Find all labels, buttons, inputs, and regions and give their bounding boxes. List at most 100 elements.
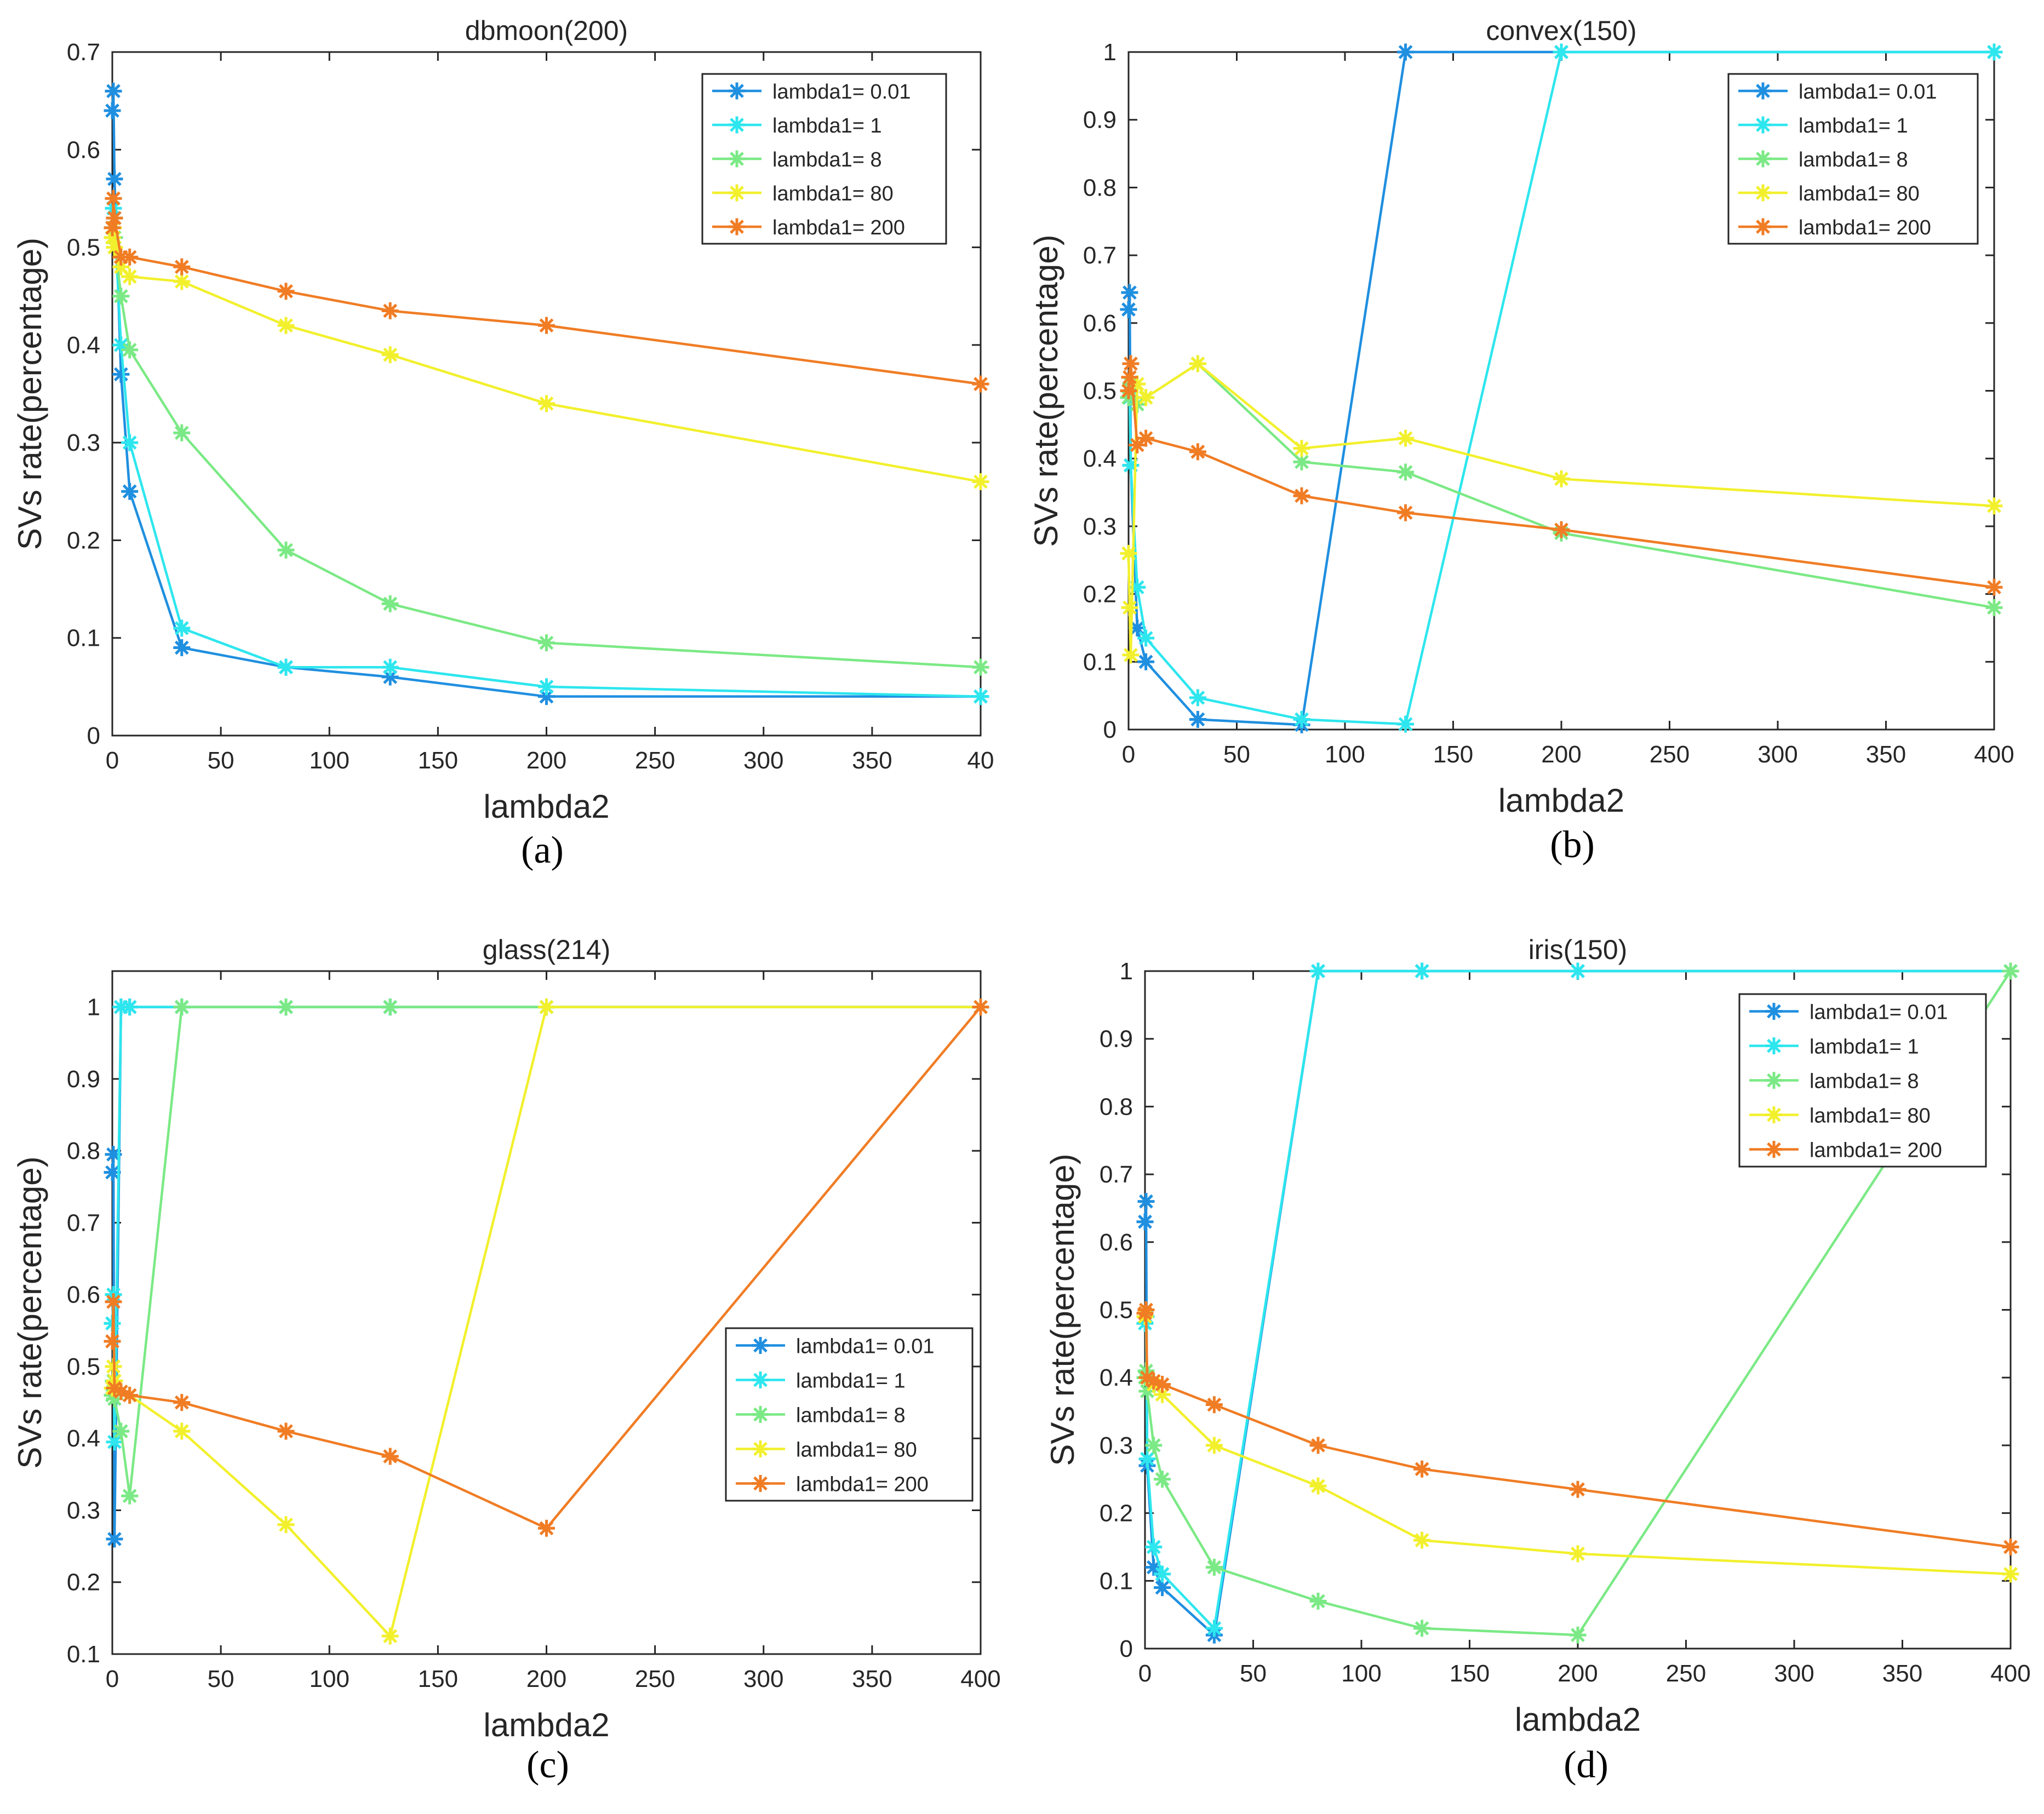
star-stroke [1415, 1533, 1429, 1547]
star-stroke [1295, 712, 1309, 727]
data-point [538, 678, 555, 696]
star-stroke [1139, 1194, 1153, 1209]
data-point [173, 258, 191, 275]
data-point [972, 688, 989, 705]
star-stroke [1155, 1472, 1170, 1486]
star-stroke [1295, 441, 1309, 456]
data-point [1553, 470, 1570, 487]
data-point [1413, 1531, 1431, 1549]
star-stroke [753, 1338, 768, 1353]
series-1 [104, 82, 989, 705]
star-stroke [1756, 152, 1770, 166]
data-point [1189, 710, 1206, 728]
star-stroke [279, 543, 293, 558]
star-stroke [1756, 220, 1770, 234]
x-tick-label: 100 [310, 747, 350, 774]
data-point [381, 998, 399, 1016]
star-stroke [1554, 523, 1568, 537]
legend-label: lambda1= 0.01 [1810, 1001, 1948, 1024]
x-tick-label: 0 [106, 1666, 119, 1692]
data-point [121, 1386, 139, 1404]
data-point [1121, 284, 1138, 301]
data-point [1569, 962, 1587, 980]
x-tick-label: 100 [1341, 1660, 1381, 1687]
data-point [173, 1394, 191, 1411]
star-stroke [279, 660, 293, 675]
y-axis-label: SVs rate(percentage) [1044, 1153, 1081, 1466]
legend: lambda1= 0.01 lambda1= 1 lambda1= 8 lambda1… [1738, 993, 1987, 1168]
star-stroke [107, 211, 122, 225]
star-stroke [1138, 431, 1153, 445]
legend-marker [1765, 1003, 1783, 1020]
star-stroke [1190, 712, 1205, 727]
star-stroke [1190, 444, 1205, 459]
data-point [1122, 355, 1140, 372]
data-point [1569, 1545, 1587, 1563]
legend-marker [1765, 1072, 1783, 1089]
data-point [104, 219, 121, 237]
data-point [538, 1519, 555, 1537]
legend-marker [752, 1475, 769, 1492]
data-point [121, 483, 139, 500]
star-stroke [1124, 648, 1138, 662]
star-stroke [1571, 964, 1585, 978]
y-tick-label: 0.6 [1083, 310, 1117, 337]
star-stroke [113, 1384, 128, 1399]
data-point [2002, 1538, 2019, 1555]
data-point [1145, 1437, 1163, 1454]
y-tick-label: 0.9 [1100, 1026, 1133, 1053]
y-tick-label: 1 [87, 994, 100, 1021]
chart-title: iris(150) [1528, 934, 1628, 965]
star-stroke [279, 318, 293, 333]
legend-label: lambda1= 200 [796, 1473, 929, 1496]
star-stroke [1121, 383, 1136, 398]
y-tick-label: 0.9 [1083, 107, 1117, 134]
data-point [104, 102, 121, 119]
star-stroke [1767, 1073, 1781, 1088]
x-tick-label: 350 [1866, 741, 1906, 768]
star-stroke [1554, 45, 1568, 59]
legend-label: lambda1= 0.01 [796, 1335, 934, 1358]
star-stroke [974, 377, 988, 392]
series-5 [1136, 1301, 2019, 1555]
star-stroke [174, 640, 189, 655]
data-point [2002, 962, 2019, 980]
x-tick-label: 200 [526, 747, 566, 774]
data-point [1121, 369, 1138, 386]
star-stroke [1130, 621, 1144, 635]
series-line [1143, 1308, 2011, 1548]
y-axis-label: SVs rate(percentage) [12, 238, 48, 550]
x-tick-label: 200 [1558, 1660, 1598, 1687]
data-point [277, 283, 295, 300]
y-tick-label: 0 [1120, 1635, 1133, 1662]
data-point [1293, 487, 1310, 504]
legend-marker [1754, 116, 1772, 134]
legend-marker [728, 82, 746, 100]
data-point [173, 639, 191, 657]
data-point [277, 1516, 295, 1534]
x-tick-label: 100 [1325, 741, 1365, 768]
star-stroke [1155, 1377, 1170, 1392]
data-point [1154, 1579, 1171, 1597]
chart-title: convex(150) [1486, 15, 1636, 46]
data-point [277, 317, 295, 334]
star-stroke [730, 118, 744, 132]
legend-marker [752, 1440, 769, 1457]
chart-panel-4: iris(150) 0 50 100 150 200 250 300 350 400 0 0.1 0.2… [1044, 934, 2031, 1786]
star-stroke [1207, 1560, 1222, 1575]
star-stroke [753, 1373, 768, 1387]
star-stroke [174, 1424, 189, 1438]
data-point [1985, 43, 2003, 61]
star-stroke [1311, 964, 1325, 978]
legend-item-2: lambda1= 1 [712, 114, 882, 137]
star-stroke [1398, 465, 1413, 479]
y-tick-label: 0.2 [1083, 581, 1117, 608]
data-point [173, 998, 191, 1016]
y-axis-label: SVs rate(percentage) [12, 1156, 48, 1468]
data-point [1120, 301, 1137, 318]
legend-label: lambda1= 200 [1810, 1139, 1942, 1162]
data-point [1553, 521, 1570, 538]
y-tick-label: 1 [1103, 39, 1117, 66]
data-point [381, 658, 399, 676]
data-point [121, 998, 139, 1016]
